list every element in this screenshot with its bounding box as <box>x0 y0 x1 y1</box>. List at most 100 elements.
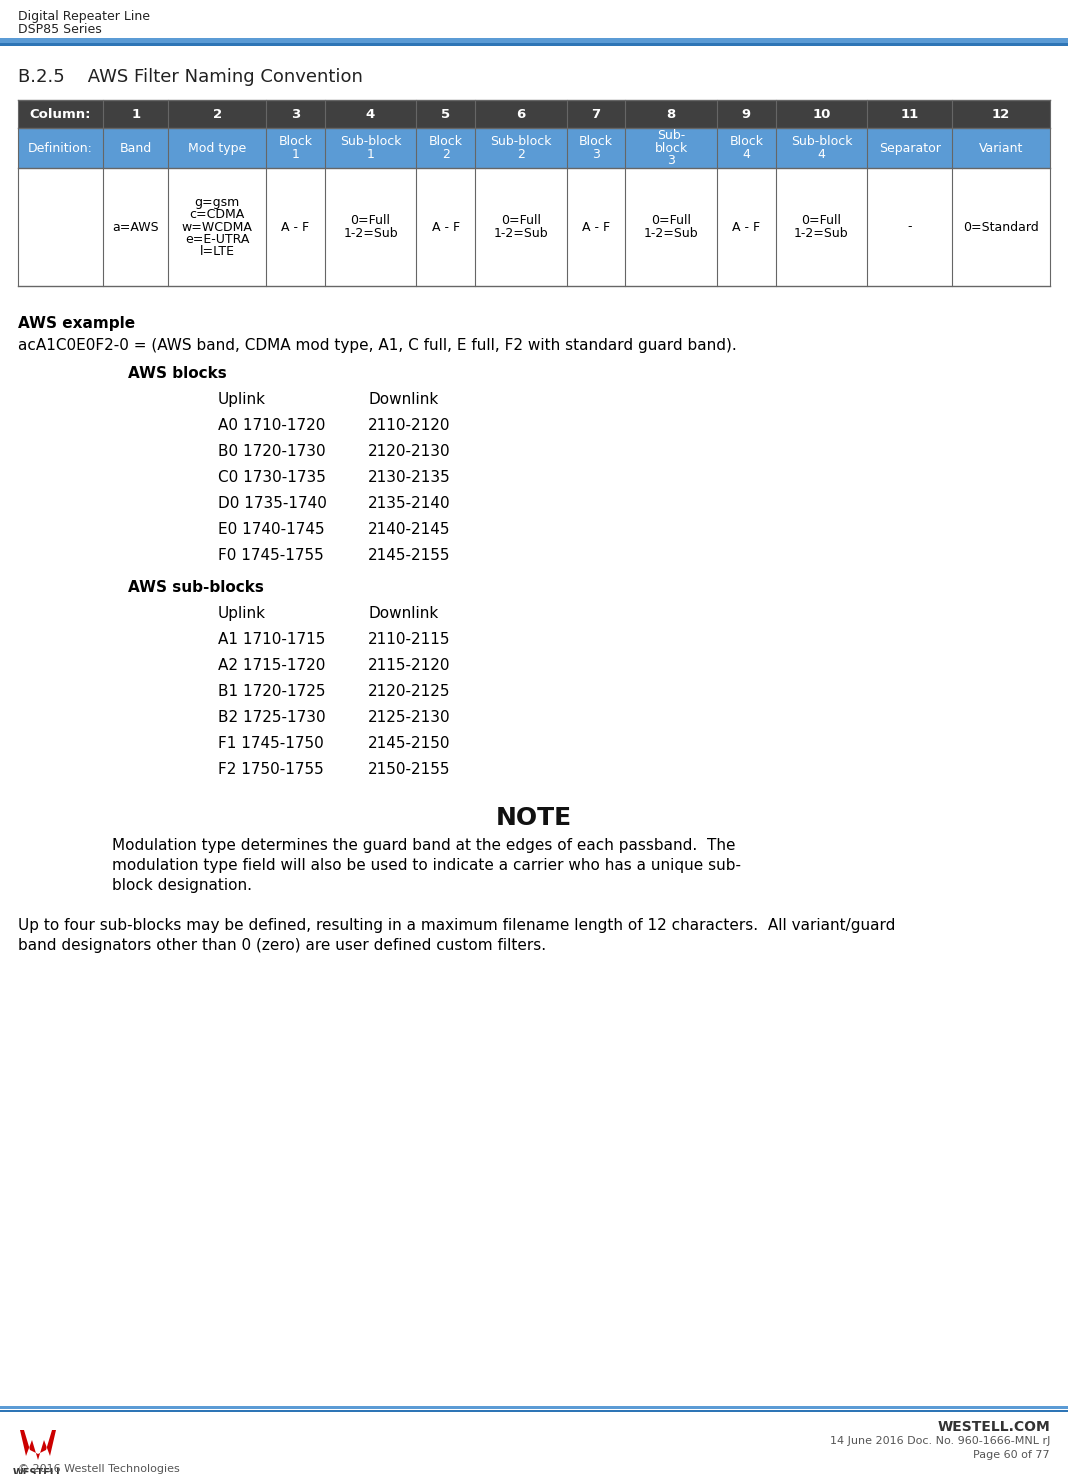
Text: Uplink: Uplink <box>218 606 266 621</box>
Text: Block: Block <box>279 136 313 149</box>
Text: 1: 1 <box>366 147 375 161</box>
Text: g=gsm: g=gsm <box>194 196 239 209</box>
Text: F0 1745-1755: F0 1745-1755 <box>218 548 324 563</box>
Text: AWS blocks: AWS blocks <box>128 366 226 380</box>
Text: 2130-2135: 2130-2135 <box>368 470 451 485</box>
Text: 2120-2125: 2120-2125 <box>368 684 451 699</box>
Text: a=AWS: a=AWS <box>112 221 159 233</box>
Text: e=E-UTRA: e=E-UTRA <box>185 233 249 246</box>
Bar <box>775 128 867 168</box>
Text: © 2016 Westell Technologies: © 2016 Westell Technologies <box>18 1464 179 1474</box>
Text: 2145-2155: 2145-2155 <box>368 548 451 563</box>
Bar <box>325 100 417 128</box>
Bar <box>953 168 1050 286</box>
Text: 0=Full: 0=Full <box>801 214 842 227</box>
Text: Definition:: Definition: <box>28 142 93 155</box>
Text: A0 1710-1720: A0 1710-1720 <box>218 419 326 433</box>
Bar <box>104 128 169 168</box>
Text: 2150-2155: 2150-2155 <box>368 762 451 777</box>
Text: Sub-block: Sub-block <box>790 136 852 149</box>
Text: 0=Full: 0=Full <box>350 214 391 227</box>
Text: Variant: Variant <box>979 142 1023 155</box>
Bar <box>18 128 104 168</box>
Text: 5: 5 <box>441 108 451 121</box>
Text: AWS sub-blocks: AWS sub-blocks <box>128 579 264 595</box>
Text: 14 June 2016 Doc. No. 960-1666-MNL rJ: 14 June 2016 Doc. No. 960-1666-MNL rJ <box>830 1436 1050 1446</box>
Text: DSP85 Series: DSP85 Series <box>18 24 101 35</box>
Text: B0 1720-1730: B0 1720-1730 <box>218 444 326 458</box>
Text: 1-2=Sub: 1-2=Sub <box>795 227 849 240</box>
Bar <box>18 168 104 286</box>
Bar <box>0 1411 1068 1412</box>
Text: AWS example: AWS example <box>18 315 136 332</box>
Bar <box>566 128 626 168</box>
Text: 2110-2115: 2110-2115 <box>368 632 451 647</box>
Text: Block: Block <box>428 136 462 149</box>
Text: 1: 1 <box>292 147 299 161</box>
Text: 0=Full: 0=Full <box>651 214 691 227</box>
Text: Up to four sub-blocks may be defined, resulting in a maximum filename length of : Up to four sub-blocks may be defined, re… <box>18 918 895 933</box>
Bar <box>775 168 867 286</box>
Bar <box>266 100 325 128</box>
Text: acA1C0E0F2-0 = (AWS band, CDMA mod type, A1, C full, E full, F2 with standard gu: acA1C0E0F2-0 = (AWS band, CDMA mod type,… <box>18 338 737 352</box>
Text: B2 1725-1730: B2 1725-1730 <box>218 710 326 725</box>
Bar <box>325 168 417 286</box>
Bar <box>417 168 475 286</box>
Text: 2: 2 <box>517 147 524 161</box>
Text: Block: Block <box>579 136 613 149</box>
Text: 2: 2 <box>213 108 222 121</box>
Bar <box>0 38 1068 43</box>
Text: 10: 10 <box>813 108 831 121</box>
Text: Mod type: Mod type <box>188 142 247 155</box>
Text: 3: 3 <box>668 153 675 167</box>
Text: A - F: A - F <box>733 221 760 233</box>
Polygon shape <box>20 1430 56 1461</box>
Text: 4: 4 <box>366 108 375 121</box>
Bar <box>104 168 169 286</box>
Bar <box>169 128 266 168</box>
Text: Block: Block <box>729 136 764 149</box>
Text: A - F: A - F <box>582 221 610 233</box>
Text: WESTELL: WESTELL <box>13 1468 63 1474</box>
Text: 2145-2150: 2145-2150 <box>368 736 451 750</box>
Bar <box>953 128 1050 168</box>
Text: B1 1720-1725: B1 1720-1725 <box>218 684 326 699</box>
Bar <box>104 100 169 128</box>
Bar <box>325 128 417 168</box>
Text: 12: 12 <box>992 108 1010 121</box>
Text: A2 1715-1720: A2 1715-1720 <box>218 657 326 674</box>
Text: Column:: Column: <box>30 108 92 121</box>
Text: Page 60 of 77: Page 60 of 77 <box>973 1450 1050 1461</box>
Text: 9: 9 <box>741 108 751 121</box>
Text: 4: 4 <box>742 147 750 161</box>
Bar <box>867 128 953 168</box>
Text: 0=Full: 0=Full <box>501 214 540 227</box>
Text: block: block <box>655 142 688 155</box>
Text: C0 1730-1735: C0 1730-1735 <box>218 470 326 485</box>
Text: A - F: A - F <box>281 221 310 233</box>
Text: F2 1750-1755: F2 1750-1755 <box>218 762 324 777</box>
Text: 11: 11 <box>900 108 918 121</box>
Text: 1: 1 <box>131 108 140 121</box>
Bar <box>266 168 325 286</box>
Text: Band: Band <box>120 142 152 155</box>
Text: B.2.5    AWS Filter Naming Convention: B.2.5 AWS Filter Naming Convention <box>18 68 363 85</box>
Bar <box>566 168 626 286</box>
Bar <box>169 168 266 286</box>
Text: 3: 3 <box>290 108 300 121</box>
Text: c=CDMA: c=CDMA <box>189 208 245 221</box>
Text: 2135-2140: 2135-2140 <box>368 495 451 511</box>
Bar <box>626 168 717 286</box>
Text: w=WCDMA: w=WCDMA <box>182 221 252 233</box>
Bar <box>717 168 775 286</box>
Bar <box>717 100 775 128</box>
Bar <box>717 128 775 168</box>
Text: A1 1710-1715: A1 1710-1715 <box>218 632 326 647</box>
Bar <box>867 168 953 286</box>
Text: D0 1735-1740: D0 1735-1740 <box>218 495 327 511</box>
Text: Separator: Separator <box>879 142 941 155</box>
Bar <box>18 100 104 128</box>
Text: WESTELL.COM: WESTELL.COM <box>938 1419 1050 1434</box>
Text: 1-2=Sub: 1-2=Sub <box>493 227 548 240</box>
Bar <box>475 100 566 128</box>
